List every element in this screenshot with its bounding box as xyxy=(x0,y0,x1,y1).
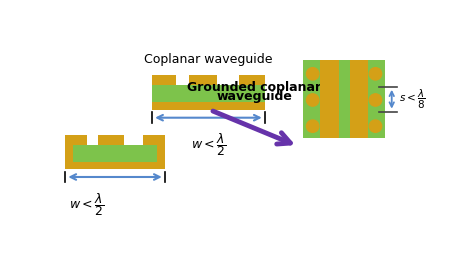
Bar xyxy=(65,162,164,169)
Circle shape xyxy=(307,120,319,132)
Text: Coplanar waveguide: Coplanar waveguide xyxy=(144,53,273,66)
Bar xyxy=(190,75,218,85)
Text: $w < \dfrac{\lambda}{2}$: $w < \dfrac{\lambda}{2}$ xyxy=(69,191,105,218)
Bar xyxy=(65,145,164,162)
Bar xyxy=(152,85,264,102)
Bar xyxy=(239,75,264,85)
Text: waveguide: waveguide xyxy=(217,90,292,103)
Text: $s < \dfrac{\lambda}{8}$: $s < \dfrac{\lambda}{8}$ xyxy=(399,88,426,111)
Bar xyxy=(98,135,124,145)
Circle shape xyxy=(307,94,319,106)
Bar xyxy=(152,102,264,110)
Bar xyxy=(320,60,339,139)
Bar xyxy=(143,135,164,145)
Bar xyxy=(350,60,368,139)
Circle shape xyxy=(369,94,382,106)
Bar xyxy=(152,75,175,85)
Bar xyxy=(157,145,164,162)
Circle shape xyxy=(369,120,382,132)
Text: $w < \dfrac{\lambda}{2}$: $w < \dfrac{\lambda}{2}$ xyxy=(191,131,226,158)
Bar xyxy=(65,145,73,162)
Circle shape xyxy=(369,68,382,80)
Circle shape xyxy=(307,68,319,80)
Bar xyxy=(303,60,385,139)
Bar xyxy=(65,135,87,145)
Text: Grounded coplanar: Grounded coplanar xyxy=(188,81,322,94)
